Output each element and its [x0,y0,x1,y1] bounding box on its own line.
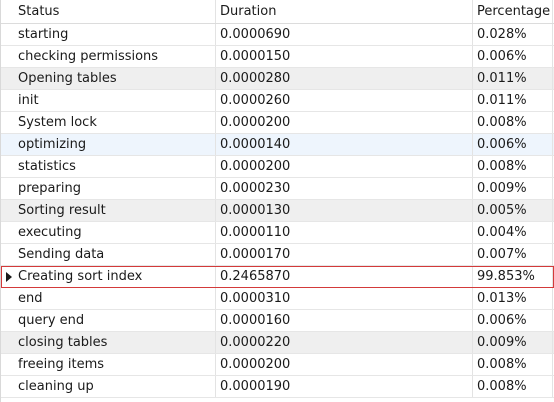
cell-duration[interactable]: 0.0000310 [216,288,473,309]
cell-duration[interactable]: 0.0000280 [216,68,473,89]
table-row[interactable]: executing 0.0000110 0.004% [1,222,554,244]
cell-status[interactable]: end [14,288,216,309]
row-indicator-header [1,0,14,23]
cell-duration[interactable]: 0.0000170 [216,244,473,265]
cell-percentage[interactable]: 0.008% [473,354,553,375]
current-row-arrow-icon [6,272,12,282]
row-indicator [1,244,14,265]
table-row[interactable]: closing tables 0.0000220 0.009% [1,332,554,354]
cell-percentage[interactable]: 0.008% [473,112,553,133]
cell-percentage[interactable]: 99.853% [473,266,553,287]
row-indicator [1,134,14,155]
cell-status[interactable]: checking permissions [14,46,216,67]
row-indicator [1,68,14,89]
table-row[interactable]: query end 0.0000160 0.006% [1,310,554,332]
cell-status[interactable]: Sending data [14,244,216,265]
cell-status[interactable]: init [14,90,216,111]
cell-duration[interactable]: 0.0000130 [216,200,473,221]
cell-percentage[interactable]: 0.008% [473,156,553,177]
row-indicator [1,376,14,397]
row-indicator [1,24,14,45]
table-row[interactable]: Sorting result 0.0000130 0.005% [1,200,554,222]
row-indicator [1,90,14,111]
cell-duration[interactable]: 0.0000200 [216,354,473,375]
table-row[interactable]: end 0.0000310 0.013% [1,288,554,310]
row-indicator [1,310,14,331]
cell-percentage[interactable]: 0.011% [473,68,553,89]
cell-duration[interactable]: 0.0000160 [216,310,473,331]
cell-percentage[interactable]: 0.013% [473,288,553,309]
cell-status[interactable]: executing [14,222,216,243]
cell-percentage[interactable]: 0.004% [473,222,553,243]
table-row[interactable]: Sending data 0.0000170 0.007% [1,244,554,266]
table-row[interactable]: starting 0.0000690 0.028% [1,24,554,46]
cell-duration[interactable]: 0.0000110 [216,222,473,243]
table-row[interactable]: Opening tables 0.0000280 0.011% [1,68,554,90]
cell-percentage[interactable]: 0.028% [473,24,553,45]
cell-status[interactable]: Creating sort index [14,266,216,287]
row-indicator [1,178,14,199]
cell-duration[interactable]: 0.0000150 [216,46,473,67]
cell-status[interactable]: optimizing [14,134,216,155]
cell-percentage[interactable]: 0.011% [473,90,553,111]
row-indicator [1,354,14,375]
row-indicator [1,112,14,133]
row-indicator [1,46,14,67]
cell-status[interactable]: closing tables [14,332,216,353]
cell-percentage[interactable]: 0.009% [473,178,553,199]
cell-duration[interactable]: 0.0000690 [216,24,473,45]
cell-duration[interactable]: 0.0000200 [216,156,473,177]
cell-status[interactable]: cleaning up [14,376,216,397]
cell-percentage[interactable]: 0.005% [473,200,553,221]
cell-status[interactable]: Opening tables [14,68,216,89]
column-header-duration[interactable]: Duration [216,0,473,23]
cell-status[interactable]: query end [14,310,216,331]
cell-duration[interactable]: 0.0000140 [216,134,473,155]
table-row[interactable]: init 0.0000260 0.011% [1,90,554,112]
column-header-status[interactable]: Status [14,0,216,23]
table-row[interactable]: optimizing 0.0000140 0.006% [1,134,554,156]
table-row[interactable]: statistics 0.0000200 0.008% [1,156,554,178]
cell-status[interactable]: statistics [14,156,216,177]
cell-status[interactable]: preparing [14,178,216,199]
row-indicator [1,156,14,177]
grid-header-row: Status Duration Percentage [1,0,554,24]
cell-duration[interactable]: 0.0000190 [216,376,473,397]
cell-status[interactable]: System lock [14,112,216,133]
row-indicator [1,222,14,243]
cell-percentage[interactable]: 0.006% [473,46,553,67]
row-indicator [1,288,14,309]
cell-duration[interactable]: 0.0000200 [216,112,473,133]
cell-percentage[interactable]: 0.008% [473,376,553,397]
row-indicator [1,266,14,287]
column-header-percentage[interactable]: Percentage [473,0,553,23]
cell-percentage[interactable]: 0.006% [473,134,553,155]
cell-status[interactable]: starting [14,24,216,45]
cell-status[interactable]: freeing items [14,354,216,375]
table-row-selected[interactable]: Creating sort index 0.2465870 99.853% [1,266,554,288]
row-indicator [1,200,14,221]
table-row[interactable]: cleaning up 0.0000190 0.008% [1,376,554,398]
cell-status[interactable]: Sorting result [14,200,216,221]
cell-percentage[interactable]: 0.007% [473,244,553,265]
cell-duration[interactable]: 0.2465870 [216,266,473,287]
table-row[interactable]: preparing 0.0000230 0.009% [1,178,554,200]
cell-duration[interactable]: 0.0000220 [216,332,473,353]
cell-percentage[interactable]: 0.009% [473,332,553,353]
cell-duration[interactable]: 0.0000260 [216,90,473,111]
table-row[interactable]: freeing items 0.0000200 0.008% [1,354,554,376]
table-row[interactable]: checking permissions 0.0000150 0.006% [1,46,554,68]
row-indicator [1,332,14,353]
table-row[interactable]: System lock 0.0000200 0.008% [1,112,554,134]
cell-duration[interactable]: 0.0000230 [216,178,473,199]
cell-percentage[interactable]: 0.006% [473,310,553,331]
